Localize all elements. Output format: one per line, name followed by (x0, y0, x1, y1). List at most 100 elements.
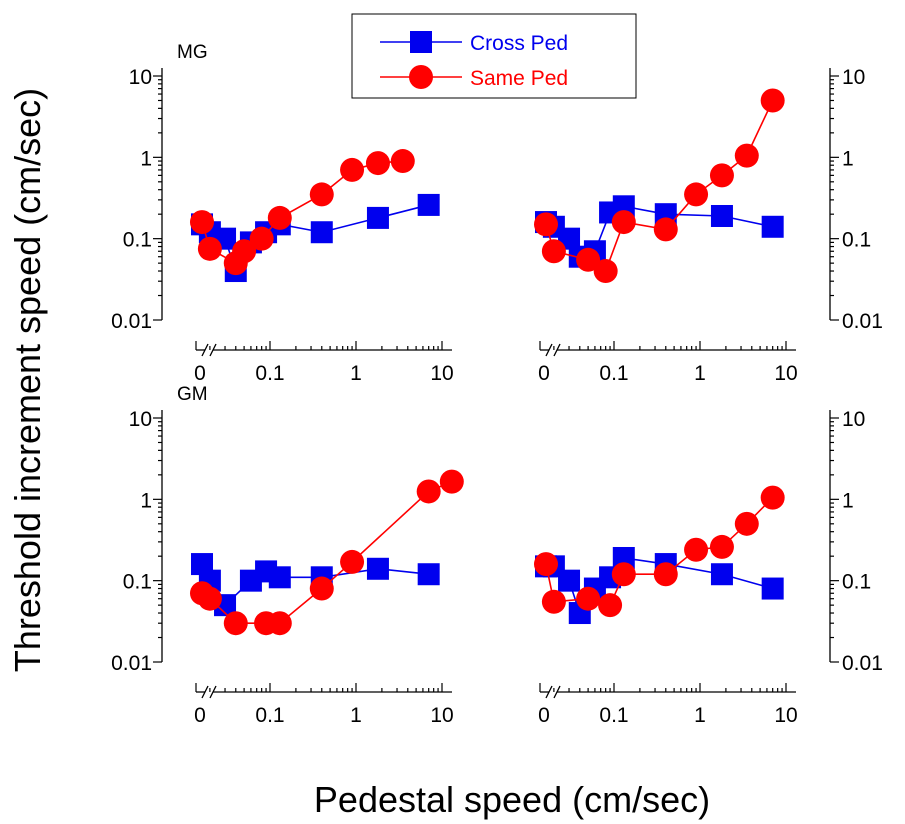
x-axis-break-mark (201, 343, 209, 357)
data-point-same-ped (534, 212, 558, 237)
data-point-cross-ped (417, 193, 440, 216)
data-point-cross-ped (761, 215, 784, 238)
data-point-same-ped (340, 157, 365, 182)
y-tick-label: 1 (842, 147, 854, 170)
x-axis-break-mark (201, 685, 209, 699)
y-tick-label: 1 (842, 489, 854, 512)
data-point-same-ped (365, 151, 390, 176)
y-tick-label: 10 (842, 408, 865, 431)
y-tick-label: 0.1 (123, 229, 152, 252)
x-axis-label: Pedestal speed (cm/sec) (314, 779, 710, 820)
x-tick-label: 10 (774, 704, 797, 727)
x-axis-break-mark (545, 343, 553, 357)
legend: Cross Ped Same Ped (351, 13, 637, 99)
x-tick-label: 1 (694, 704, 706, 727)
x-axis-break-mark (553, 343, 561, 357)
data-point-same-ped (223, 611, 248, 636)
series-line-same-ped (201, 160, 403, 265)
y-tick-label: 10 (842, 66, 865, 89)
y-tick-label: 0.1 (842, 571, 871, 594)
y-axis-label: Threshold increment speed (cm/sec) (7, 88, 48, 672)
panel-title: MG (177, 42, 208, 63)
x-tick-label: 10 (774, 362, 797, 385)
x-tick-label: 0 (538, 362, 550, 385)
panel-title: GM (177, 384, 208, 405)
data-point-same-ped (309, 576, 334, 601)
data-point-cross-ped (366, 206, 389, 229)
x-tick-label: 0 (538, 704, 550, 727)
data-point-cross-ped (191, 553, 213, 576)
x-tick-label: 0 (194, 704, 206, 727)
y-tick-label: 10 (129, 66, 152, 89)
y-tick-label: 1 (140, 147, 152, 170)
data-point-same-ped (576, 586, 601, 611)
x-tick-label: 10 (430, 362, 453, 385)
y-tick-label: 1 (140, 489, 152, 512)
data-point-same-ped (684, 182, 709, 207)
data-point-same-ped (598, 593, 623, 618)
panel-bottom-right: 0.01 0.1 1 10 0 0.1 1 10 (534, 408, 883, 727)
data-point-same-ped (340, 549, 365, 574)
y-tick-label: 0.01 (842, 310, 883, 333)
x-tick-label: 1 (350, 362, 362, 385)
data-point-same-ped (734, 511, 759, 536)
data-point-cross-ped (761, 577, 784, 600)
x-axis-break-mark (209, 685, 217, 699)
data-point-same-ped (653, 217, 678, 242)
data-point-same-ped (611, 210, 636, 235)
x-tick-label: 0.1 (255, 362, 284, 385)
legend-marker-cross-ped (410, 31, 432, 53)
legend-box (351, 13, 637, 99)
data-point-same-ped (267, 611, 292, 636)
data-point-same-ped (541, 239, 566, 264)
data-point-same-ped (576, 247, 601, 272)
x-tick-label: 1 (350, 704, 362, 727)
data-point-cross-ped (268, 566, 291, 589)
data-point-same-ped (249, 226, 274, 251)
legend-label-cross-ped: Cross Ped (470, 32, 568, 55)
legend-label-same-ped: Same Ped (470, 67, 568, 90)
data-point-cross-ped (710, 204, 733, 227)
data-point-same-ped (439, 469, 464, 494)
y-tick-label: 10 (129, 408, 152, 431)
data-point-cross-ped (310, 221, 333, 244)
data-point-same-ped (709, 163, 734, 188)
panel-top-right: 0.01 0.1 1 10 0 0.1 1 10 (534, 66, 883, 385)
x-axis-break-mark (553, 685, 561, 699)
panel-top-left: 0.01 0.1 1 10 0 0.1 1 10 MG (111, 42, 454, 385)
data-point-same-ped (190, 210, 214, 235)
data-point-same-ped (734, 143, 759, 168)
data-point-same-ped (593, 259, 618, 284)
data-point-same-ped (232, 239, 257, 264)
data-point-same-ped (611, 562, 636, 587)
x-tick-label: 0.1 (255, 704, 284, 727)
x-axis-break-mark (209, 343, 217, 357)
x-tick-label: 10 (430, 704, 453, 727)
data-point-cross-ped (417, 563, 440, 586)
y-tick-label: 0.01 (842, 652, 883, 675)
data-point-same-ped (534, 552, 558, 577)
data-point-cross-ped (558, 569, 581, 592)
data-point-same-ped (197, 586, 222, 611)
data-point-cross-ped (612, 546, 635, 569)
data-point-same-ped (416, 479, 441, 504)
data-point-same-ped (760, 88, 785, 113)
x-tick-label: 0.1 (599, 362, 628, 385)
data-point-cross-ped (710, 563, 733, 586)
data-point-same-ped (541, 589, 566, 614)
y-tick-label: 0.01 (111, 310, 152, 333)
data-point-same-ped (653, 562, 678, 587)
y-tick-label: 0.1 (123, 571, 152, 594)
legend-marker-same-ped (409, 65, 433, 89)
data-point-same-ped (197, 236, 222, 261)
data-point-same-ped (390, 149, 415, 174)
y-tick-label: 0.01 (111, 652, 152, 675)
x-tick-label: 0.1 (599, 704, 628, 727)
data-point-same-ped (267, 205, 292, 230)
series-line-same-ped (545, 100, 774, 273)
data-point-same-ped (760, 485, 785, 510)
panel-bottom-left: 0.01 0.1 1 10 0 0.1 1 10 GM (111, 384, 464, 727)
series-line-same-ped (201, 480, 453, 624)
